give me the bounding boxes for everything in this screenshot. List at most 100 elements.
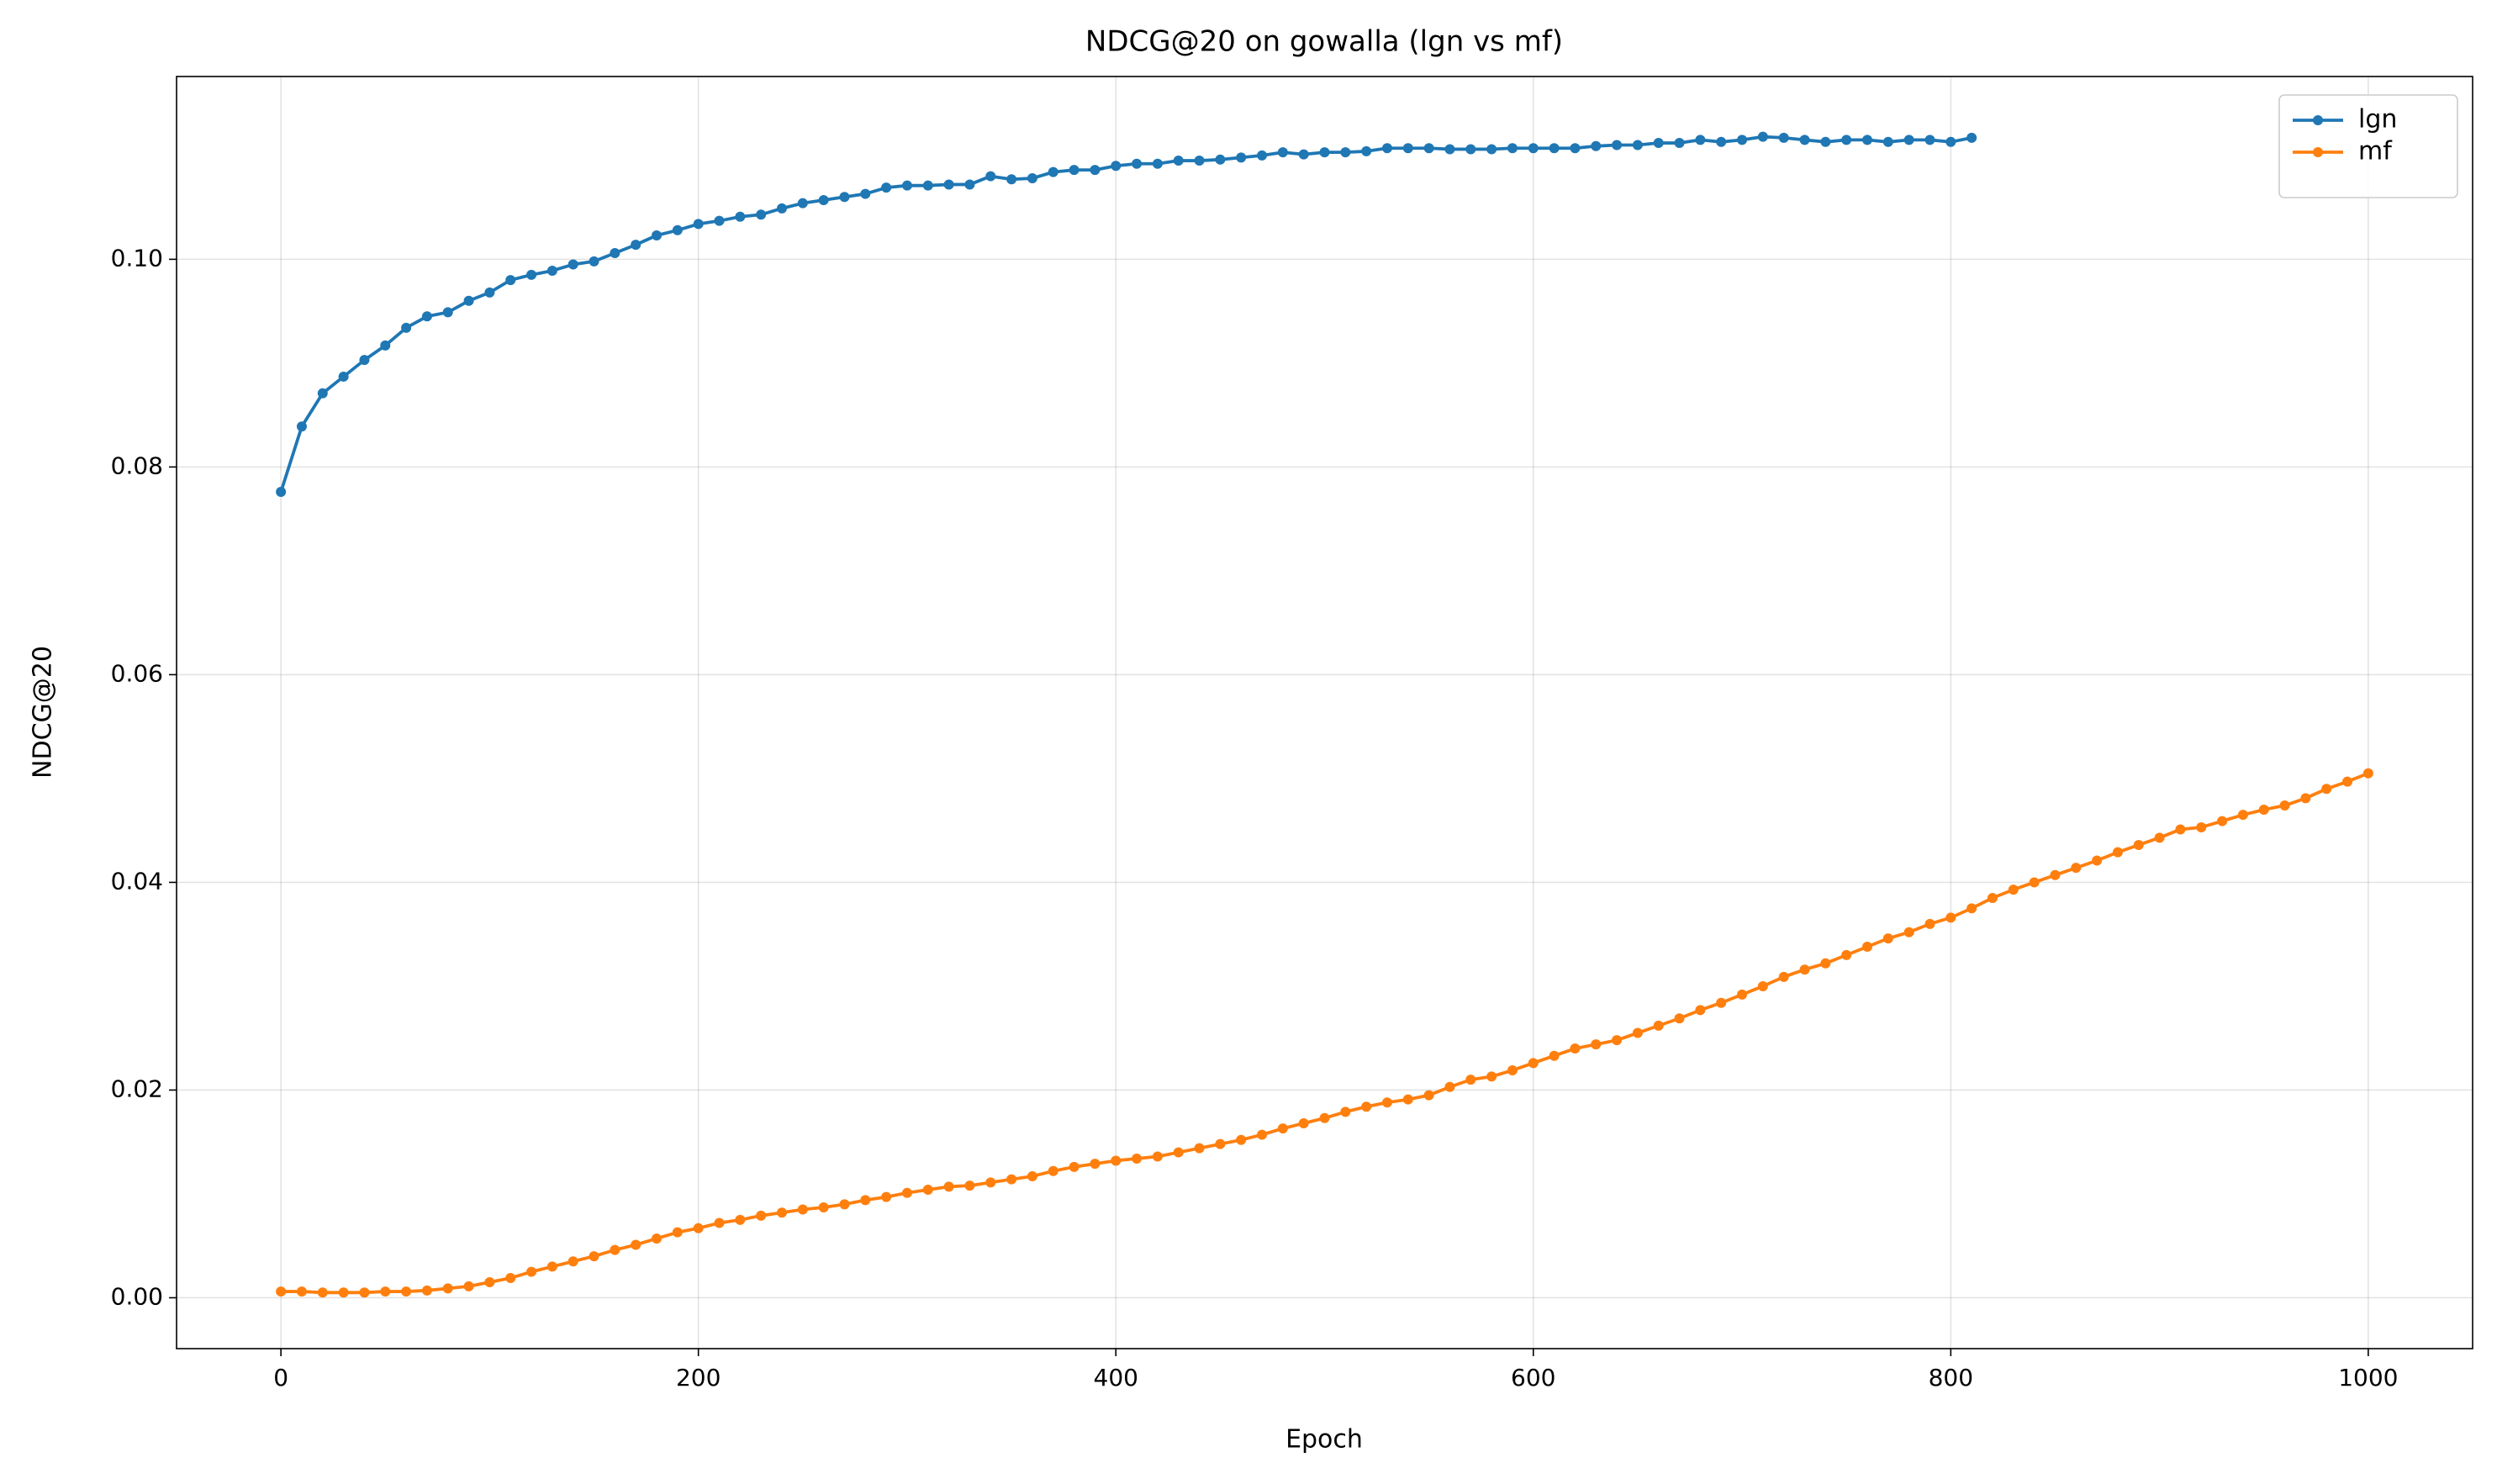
data-point xyxy=(1528,1058,1539,1069)
data-point xyxy=(797,198,808,209)
data-point xyxy=(756,1210,767,1221)
data-point xyxy=(1381,143,1392,154)
data-point xyxy=(1549,143,1560,154)
data-point xyxy=(1132,158,1143,169)
data-point xyxy=(1507,1064,1518,1075)
data-point xyxy=(1653,138,1664,149)
data-point xyxy=(1319,147,1330,158)
data-point xyxy=(1277,1123,1288,1134)
x-tick-label: 800 xyxy=(1929,1364,1973,1392)
data-point xyxy=(1591,1039,1602,1050)
data-point xyxy=(338,1287,349,1298)
data-point xyxy=(1674,1013,1685,1024)
data-point xyxy=(526,269,537,280)
legend-marker xyxy=(2313,147,2323,157)
data-point xyxy=(1924,918,1935,929)
data-point xyxy=(1319,1112,1330,1123)
data-point xyxy=(1194,1143,1205,1154)
data-point xyxy=(839,1199,850,1210)
data-point xyxy=(839,192,850,203)
data-point xyxy=(1236,1134,1247,1145)
data-point xyxy=(1381,1097,1392,1108)
x-tick-label: 600 xyxy=(1511,1364,1555,1392)
data-point xyxy=(1841,949,1852,960)
data-point xyxy=(1591,140,1602,151)
data-point xyxy=(2258,804,2269,815)
data-point xyxy=(589,256,599,267)
x-tick-label: 400 xyxy=(1094,1364,1138,1392)
data-point xyxy=(1215,154,1226,165)
data-point xyxy=(1444,1081,1455,1092)
data-point xyxy=(463,1281,474,1291)
y-tick-label: 0.04 xyxy=(111,867,163,895)
data-point xyxy=(1757,980,1768,991)
data-point xyxy=(380,340,391,351)
chart-title: NDCG@20 on gowalla (lgn vs mf) xyxy=(1085,25,1563,59)
data-point xyxy=(943,1181,954,1192)
data-point xyxy=(1486,144,1497,155)
data-point xyxy=(2050,869,2061,880)
data-point xyxy=(338,371,349,382)
data-point xyxy=(1402,143,1413,154)
data-point xyxy=(881,1191,892,1202)
data-point xyxy=(1695,135,1706,145)
data-point xyxy=(1653,1020,1664,1031)
data-point xyxy=(672,224,683,235)
data-point xyxy=(1486,1071,1497,1082)
data-point xyxy=(1069,1161,1080,1172)
data-point xyxy=(1966,132,1977,143)
data-point xyxy=(922,180,933,191)
data-point xyxy=(693,219,704,230)
data-point xyxy=(1423,1090,1434,1101)
y-tick-label: 0.00 xyxy=(111,1282,163,1310)
data-point xyxy=(1674,138,1685,149)
y-tick-label: 0.08 xyxy=(111,452,163,479)
data-point xyxy=(964,179,975,190)
data-point xyxy=(610,247,620,258)
data-point xyxy=(860,1195,871,1206)
data-point xyxy=(1215,1138,1226,1149)
data-point xyxy=(672,1227,683,1238)
data-point xyxy=(359,1287,370,1298)
data-point xyxy=(546,1261,557,1272)
data-point xyxy=(1027,1170,1037,1181)
data-point xyxy=(2175,824,2186,835)
data-point xyxy=(1257,1129,1268,1140)
data-point xyxy=(693,1223,704,1233)
data-point xyxy=(1570,143,1581,154)
data-point xyxy=(2321,784,2332,795)
y-axis-label: NDCG@20 xyxy=(29,646,58,779)
data-point xyxy=(2217,816,2228,826)
data-point xyxy=(484,1276,495,1287)
data-point xyxy=(1695,1005,1706,1016)
data-point xyxy=(1006,174,1017,185)
data-point xyxy=(442,1283,453,1294)
data-point xyxy=(505,1273,516,1284)
data-point xyxy=(1111,161,1122,172)
data-point xyxy=(1152,158,1163,169)
data-point xyxy=(421,311,432,322)
data-point xyxy=(610,1244,620,1255)
data-point xyxy=(1903,927,1914,937)
data-point xyxy=(922,1185,933,1196)
data-point xyxy=(1048,1165,1058,1176)
data-point xyxy=(756,209,767,220)
data-point xyxy=(1882,933,1893,944)
data-point xyxy=(2196,821,2207,832)
data-point xyxy=(1737,135,1748,145)
data-point xyxy=(901,180,912,191)
data-point xyxy=(1132,1153,1143,1164)
data-point xyxy=(1549,1050,1560,1061)
data-point xyxy=(276,487,287,498)
data-point xyxy=(276,1286,287,1297)
data-point xyxy=(1966,903,1977,914)
data-point xyxy=(1612,140,1623,151)
data-point xyxy=(1444,144,1455,155)
data-point xyxy=(1528,143,1539,154)
data-point xyxy=(1716,136,1727,147)
data-point xyxy=(1799,964,1810,975)
data-point xyxy=(2362,768,2373,779)
data-point xyxy=(818,194,829,205)
